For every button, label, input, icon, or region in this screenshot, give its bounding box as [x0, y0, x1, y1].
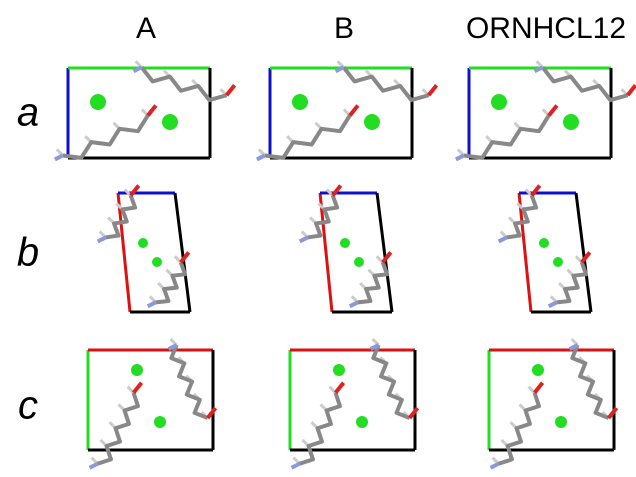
atom-end — [535, 383, 543, 393]
atom-end — [429, 85, 437, 95]
molecule-chain — [265, 115, 350, 157]
molecule-chain — [543, 67, 628, 100]
column-header: ORNHCL12 — [466, 12, 626, 45]
chloride-ion — [563, 114, 579, 130]
molecule-chain — [63, 115, 148, 157]
chloride-ion — [491, 94, 507, 110]
atom-end — [350, 302, 358, 306]
row-label: b — [17, 231, 39, 275]
atom-end — [292, 464, 300, 468]
column-header: B — [334, 12, 354, 45]
atom-end — [227, 85, 235, 95]
atom-end — [90, 464, 98, 468]
atom-end — [148, 302, 156, 306]
figure: A B ORNHCL12 a b c — [0, 0, 636, 477]
chloride-ion — [154, 416, 166, 428]
molecule-chain — [464, 115, 549, 157]
chloride-ion — [333, 364, 345, 376]
molecule-chain — [572, 345, 608, 418]
row-label: c — [18, 384, 38, 428]
atom-end — [491, 464, 499, 468]
molecule-chain — [373, 345, 409, 418]
molecule-chain — [344, 67, 429, 100]
chloride-ion — [539, 238, 549, 248]
molecule-chain — [142, 67, 227, 100]
chloride-ion — [364, 114, 380, 130]
chloride-ion — [555, 416, 567, 428]
chloride-ion — [162, 114, 178, 130]
chloride-ion — [532, 364, 544, 376]
molecule-chain — [499, 393, 539, 464]
atom-end — [549, 105, 557, 115]
molecule-chain — [300, 393, 340, 464]
atom-end — [148, 105, 156, 115]
atom-end — [499, 237, 507, 241]
atom-end — [456, 155, 464, 159]
atom-end — [549, 302, 557, 306]
chloride-ion — [340, 238, 350, 248]
atom-end — [628, 85, 636, 95]
chloride-ion — [90, 94, 106, 110]
chloride-ion — [131, 364, 143, 376]
structure-column — [257, 61, 437, 467]
structure-column — [55, 61, 235, 467]
structure-column — [456, 61, 636, 467]
atom-end — [257, 155, 265, 159]
chloride-ion — [138, 238, 148, 248]
molecule-chain — [557, 262, 586, 302]
atom-end — [300, 237, 308, 241]
row-label: a — [17, 91, 39, 135]
molecule-chain — [358, 262, 387, 302]
atom-end — [55, 155, 63, 159]
chloride-ion — [356, 416, 368, 428]
chloride-ion — [292, 94, 308, 110]
column-header: A — [136, 12, 156, 45]
atom-end — [350, 105, 358, 115]
chloride-ion — [354, 257, 364, 267]
chloride-ion — [152, 257, 162, 267]
molecule-chain — [98, 393, 138, 464]
atom-end — [134, 383, 142, 393]
atom-end — [336, 383, 344, 393]
molecule-chain — [171, 345, 207, 418]
chloride-ion — [553, 257, 563, 267]
atom-end — [98, 237, 106, 241]
molecule-chain — [156, 262, 185, 302]
